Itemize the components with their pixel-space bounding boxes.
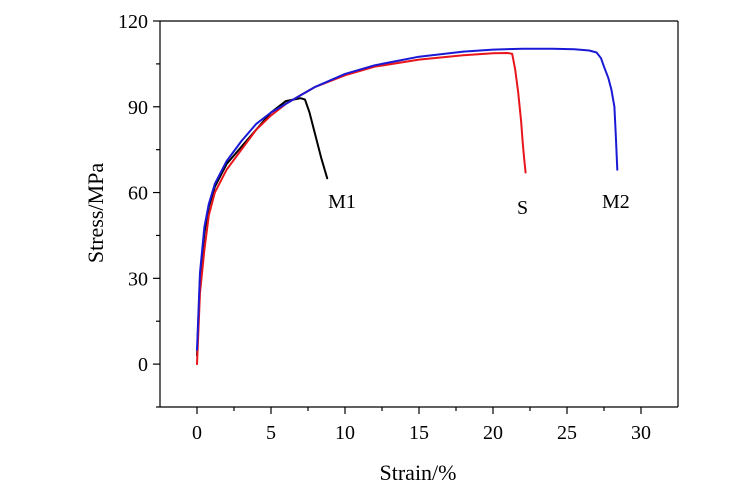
x-tick-label: 15 xyxy=(409,422,429,444)
series-line-m1 xyxy=(196,97,329,357)
x-tick-label: 25 xyxy=(557,422,577,444)
x-tick-label: 0 xyxy=(192,422,202,444)
series-lines xyxy=(196,47,619,366)
y-tick-label: 30 xyxy=(128,268,148,290)
series-label-s: S xyxy=(517,197,528,219)
series-line-s xyxy=(196,52,527,366)
y-tick-label: 90 xyxy=(128,97,148,119)
x-tick-label: 20 xyxy=(483,422,503,444)
y-tick-label: 120 xyxy=(118,11,148,33)
y-axis-title: Stress/MPa xyxy=(83,163,108,263)
y-tick-label: 60 xyxy=(128,183,148,205)
y-tick-label: 0 xyxy=(138,354,148,376)
x-tick-label: 30 xyxy=(631,422,651,444)
x-tick-label: 10 xyxy=(335,422,355,444)
x-tick-label: 5 xyxy=(266,422,276,444)
series-line-m2 xyxy=(196,47,619,351)
x-axis-title: Strain/% xyxy=(380,460,457,485)
series-label-m2: M2 xyxy=(602,191,630,213)
series-label-m1: M1 xyxy=(328,191,356,213)
series-labels: M1 S M2 xyxy=(328,191,630,219)
axes: 0 5 10 15 20 25 30 0 30 60 90 120 xyxy=(118,11,679,444)
